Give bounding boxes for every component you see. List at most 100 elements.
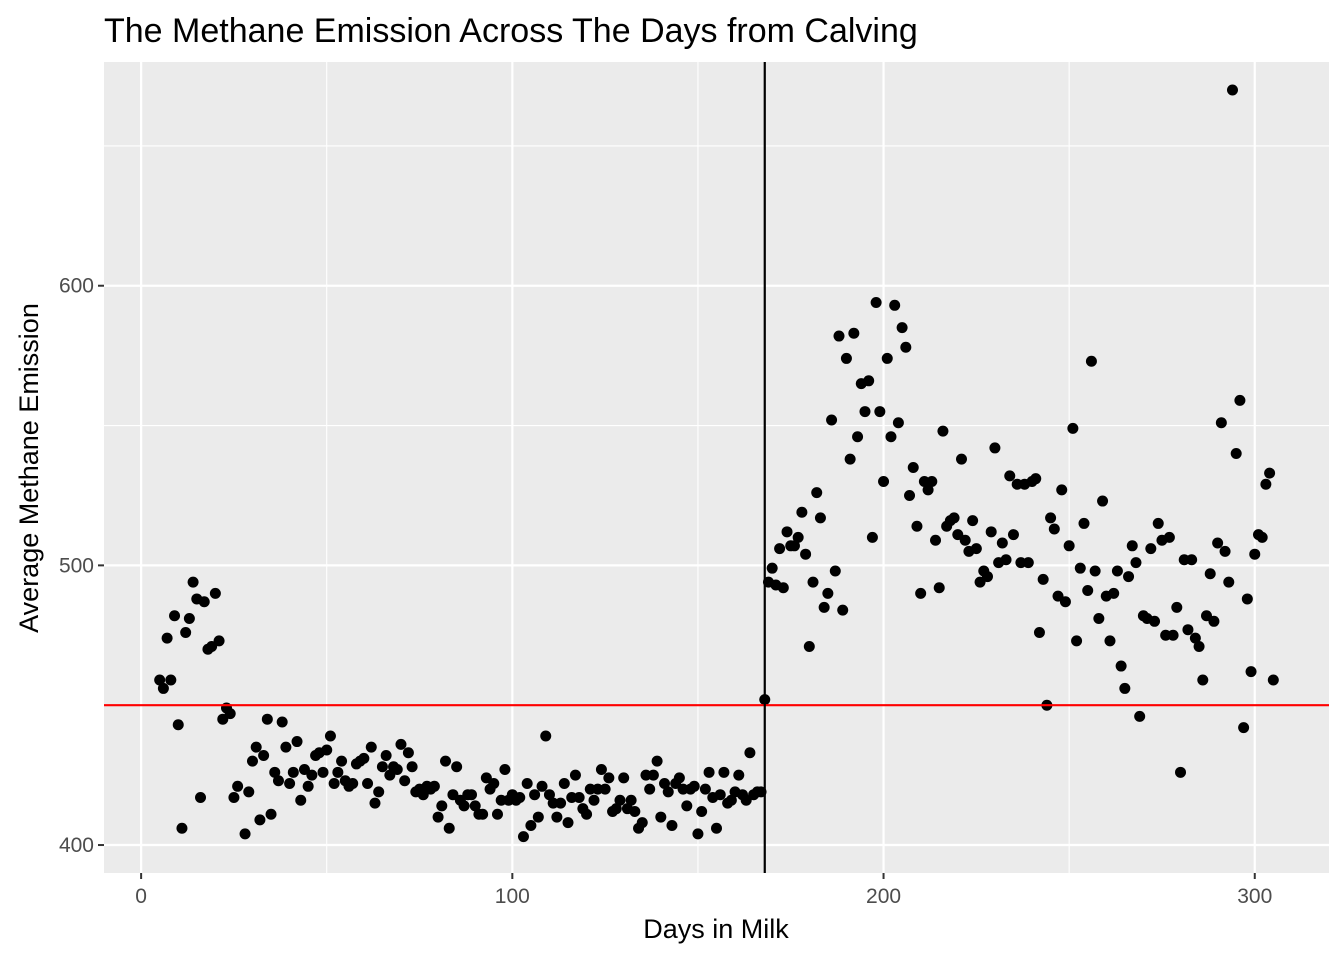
plot-panel — [104, 62, 1329, 873]
data-point — [844, 453, 856, 465]
data-point — [699, 783, 711, 795]
data-point — [904, 489, 916, 501]
data-point — [922, 484, 934, 496]
data-point — [733, 769, 745, 781]
data-point — [543, 789, 555, 801]
data-point — [328, 778, 340, 790]
data-point — [183, 613, 195, 625]
data-point — [1045, 512, 1057, 524]
data-point — [287, 766, 299, 778]
data-point — [644, 783, 656, 795]
data-point — [284, 778, 296, 790]
data-point — [696, 805, 708, 817]
data-point — [232, 780, 244, 792]
data-point — [254, 814, 266, 826]
data-point — [1238, 722, 1250, 734]
data-point — [781, 526, 793, 538]
data-point — [948, 512, 960, 524]
data-point — [391, 764, 403, 776]
data-point — [1063, 540, 1075, 552]
data-point — [1145, 543, 1157, 555]
data-point — [1186, 554, 1198, 566]
data-point — [930, 534, 942, 546]
data-point — [840, 352, 852, 364]
data-point — [792, 531, 804, 543]
data-point — [911, 520, 923, 532]
data-point — [1215, 417, 1227, 429]
data-point — [1208, 615, 1220, 627]
data-point — [573, 791, 585, 803]
data-point — [1193, 640, 1205, 652]
data-point — [1219, 545, 1231, 557]
data-point — [1197, 674, 1209, 686]
data-point — [811, 487, 823, 499]
data-point — [269, 766, 281, 778]
data-point — [317, 766, 329, 778]
data-point — [1104, 635, 1116, 647]
data-point — [1071, 635, 1083, 647]
data-point — [224, 708, 236, 720]
data-point — [796, 506, 808, 518]
y-tick-label: 600 — [59, 275, 94, 298]
data-point — [514, 791, 526, 803]
data-point — [766, 562, 778, 574]
data-point — [440, 755, 452, 767]
data-point — [1022, 557, 1034, 569]
data-point — [246, 755, 258, 767]
x-tick-label: 100 — [495, 885, 530, 908]
data-point — [358, 752, 370, 764]
data-point — [1223, 576, 1235, 588]
data-point — [295, 794, 307, 806]
data-point — [176, 822, 188, 834]
data-point — [926, 475, 938, 487]
data-point — [1093, 613, 1105, 625]
data-point — [428, 780, 440, 792]
data-point — [896, 322, 908, 334]
data-point — [900, 341, 912, 353]
data-point — [451, 761, 463, 773]
data-point — [636, 817, 648, 829]
data-point — [280, 741, 292, 753]
data-point — [1267, 674, 1279, 686]
data-point — [209, 587, 221, 599]
data-point — [536, 780, 548, 792]
data-point — [336, 755, 348, 767]
major-gridlines — [104, 62, 1329, 873]
data-point — [866, 531, 878, 543]
data-point — [859, 406, 871, 418]
data-point — [967, 515, 979, 527]
data-point — [491, 808, 503, 820]
data-point — [1089, 565, 1101, 577]
data-point — [499, 764, 511, 776]
data-point — [1085, 355, 1097, 367]
data-point — [525, 819, 537, 831]
x-tick-label: 300 — [1237, 885, 1272, 908]
data-point — [788, 540, 800, 552]
data-point — [725, 794, 737, 806]
data-point — [1033, 626, 1045, 638]
data-point — [477, 808, 489, 820]
data-point — [692, 828, 704, 840]
data-point — [996, 537, 1008, 549]
data-point — [837, 604, 849, 616]
data-point — [540, 730, 552, 742]
data-points — [154, 84, 1279, 843]
data-point — [581, 808, 593, 820]
data-point — [666, 819, 678, 831]
data-point — [970, 543, 982, 555]
data-point — [1030, 473, 1042, 485]
data-point — [302, 780, 314, 792]
data-point — [889, 299, 901, 311]
reference-lines — [104, 62, 1329, 873]
x-tick-label: 200 — [866, 885, 901, 908]
data-point — [469, 800, 481, 812]
data-point — [362, 778, 374, 790]
data-point — [1119, 682, 1131, 694]
data-point — [848, 327, 860, 339]
data-point — [332, 766, 344, 778]
data-point — [1171, 601, 1183, 613]
data-point — [1108, 587, 1120, 599]
data-point — [1175, 766, 1187, 778]
data-point — [239, 828, 251, 840]
data-point — [829, 565, 841, 577]
